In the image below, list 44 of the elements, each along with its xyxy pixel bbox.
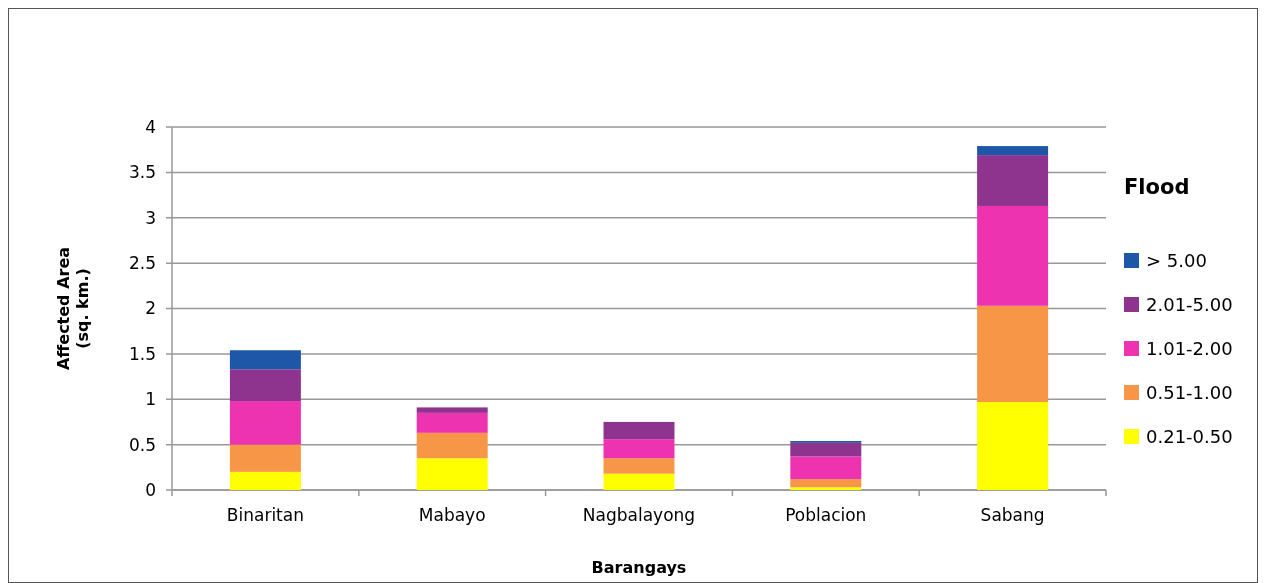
bar — [416, 412, 488, 433]
bar — [790, 479, 862, 488]
x-tick-label: Poblacion — [785, 505, 867, 525]
y-axis-title: Affected Area (sq. km.) — [53, 246, 92, 371]
x-tick-label: Nagbalayong — [582, 505, 696, 525]
bar — [790, 442, 862, 457]
bar — [977, 305, 1049, 402]
bar — [977, 155, 1049, 206]
bar — [416, 407, 488, 413]
bar — [229, 350, 301, 370]
bar — [416, 432, 488, 459]
bar — [416, 458, 488, 490]
legend-label: 1.01-2.00 — [1146, 338, 1233, 360]
bar — [603, 458, 675, 474]
legend-title: Flood — [1124, 175, 1190, 199]
legend-label: 0.21-0.50 — [1146, 426, 1233, 448]
x-tick-label: Mabayo — [418, 505, 486, 525]
y-tick-label: 1 — [145, 389, 156, 410]
legend-label: 0.51-1.00 — [1146, 382, 1233, 404]
legend-label: > 5.00 — [1146, 250, 1207, 272]
bar — [229, 471, 301, 490]
y-tick-label: 3 — [145, 207, 156, 228]
bar — [603, 473, 675, 490]
bar — [977, 205, 1049, 306]
y-tick-label: 1.5 — [128, 343, 156, 364]
bar — [603, 421, 675, 440]
x-axis-title: Barangays — [591, 558, 687, 577]
y-tick-label: 3.5 — [128, 162, 156, 183]
bar — [603, 439, 675, 459]
bar — [229, 401, 301, 445]
bar — [790, 487, 862, 490]
bar — [977, 146, 1049, 156]
bar — [229, 444, 301, 472]
y-tick-label: 2 — [145, 298, 156, 319]
y-tick-label: 0 — [145, 479, 156, 500]
legend-label: 2.01-5.00 — [1146, 294, 1233, 316]
y-tick-label: 0.5 — [128, 434, 156, 455]
y-tick-label: 2.5 — [128, 253, 156, 274]
bar — [790, 456, 862, 480]
bar — [229, 369, 301, 402]
bar — [977, 401, 1049, 490]
y-tick-label: 4 — [145, 116, 156, 137]
x-tick-label: Binaritan — [226, 505, 304, 525]
x-tick-label: Sabang — [980, 505, 1045, 525]
